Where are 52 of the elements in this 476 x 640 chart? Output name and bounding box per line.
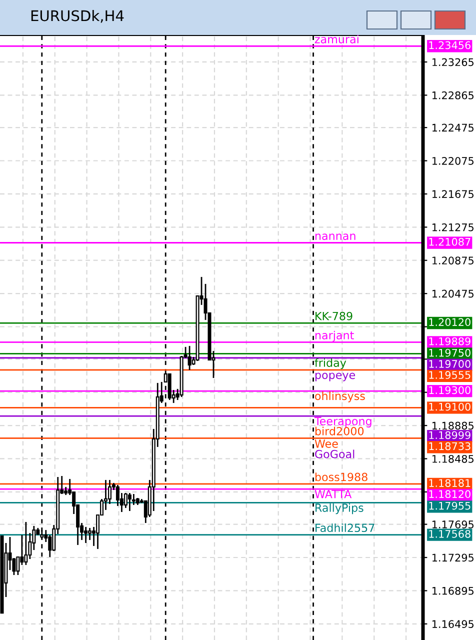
text: 1.17568 bbox=[429, 530, 470, 538]
ref-line-label: popeye bbox=[315, 372, 356, 382]
text: 1.18733 bbox=[429, 442, 470, 450]
y-tick-label: 1.17695 bbox=[432, 520, 474, 528]
ref-line-label: friday bbox=[314, 358, 346, 370]
ref-line-label: boss1988 bbox=[315, 472, 368, 482]
ref-line-label: bird2000 bbox=[315, 426, 364, 436]
text: 1.19555 bbox=[429, 371, 470, 379]
text: 1.18181 bbox=[429, 479, 470, 487]
text: 1.18120 bbox=[429, 490, 470, 498]
y-tick-label: 1.22865 bbox=[432, 91, 474, 100]
y-tick-label: 1.16895 bbox=[432, 586, 474, 595]
ref-line-label: zamurai bbox=[314, 34, 358, 44]
ref-line-label: Teerapong bbox=[314, 417, 372, 428]
chart-title: EURUSDk,H4 bbox=[31, 10, 124, 23]
text: 1.19750 bbox=[429, 348, 470, 357]
y-tick-label: 1.22075 bbox=[432, 156, 474, 165]
y-tick-label: 1.18885 bbox=[432, 422, 474, 430]
text: 1.19300 bbox=[429, 386, 470, 394]
y-tick-label: 1.23265 bbox=[432, 58, 474, 66]
candlestick bbox=[188, 345, 192, 371]
candlestick bbox=[16, 556, 20, 576]
y-tick-label: 1.20875 bbox=[432, 256, 474, 264]
candlestick bbox=[24, 521, 28, 566]
ref-line-label: Wee bbox=[314, 440, 338, 448]
ref-line-label: Fadhil2557 bbox=[316, 523, 374, 532]
ref-line-label: narjant bbox=[315, 330, 354, 342]
candlestick bbox=[84, 526, 88, 544]
y-tick-label: 1.21675 bbox=[432, 190, 474, 198]
text: 1.23456 bbox=[429, 41, 470, 50]
ref-line-label: KK-789 bbox=[316, 312, 352, 320]
y-tick-label: 1.20475 bbox=[432, 290, 474, 298]
ref-line-label: nannan bbox=[315, 234, 356, 240]
ref-line-label: WATTA bbox=[314, 490, 352, 498]
ref-line-label: ohlinsyss bbox=[315, 392, 365, 402]
text: 1.19700 bbox=[429, 360, 470, 368]
y-tick-label: 1.18485 bbox=[432, 454, 474, 463]
text: 1.17955 bbox=[429, 502, 470, 510]
text: 1.19889 bbox=[429, 337, 470, 346]
y-tick-label: 1.16495 bbox=[432, 620, 474, 628]
y-tick-label: 1.17295 bbox=[432, 554, 474, 562]
candlestick bbox=[124, 492, 128, 509]
text: 1.19100 bbox=[429, 402, 470, 411]
text: 1.21087 bbox=[429, 238, 470, 246]
ref-line-label: GoGoal bbox=[315, 450, 354, 458]
candlestick bbox=[128, 492, 132, 512]
text: 1.18999 bbox=[429, 431, 470, 440]
ref-line-label: RallyPips bbox=[316, 503, 364, 514]
y-tick-label: 1.21275 bbox=[432, 223, 474, 232]
text: 1.20120 bbox=[429, 318, 470, 326]
candlestick bbox=[88, 527, 92, 541]
y-tick-label: 1.22475 bbox=[432, 124, 474, 132]
